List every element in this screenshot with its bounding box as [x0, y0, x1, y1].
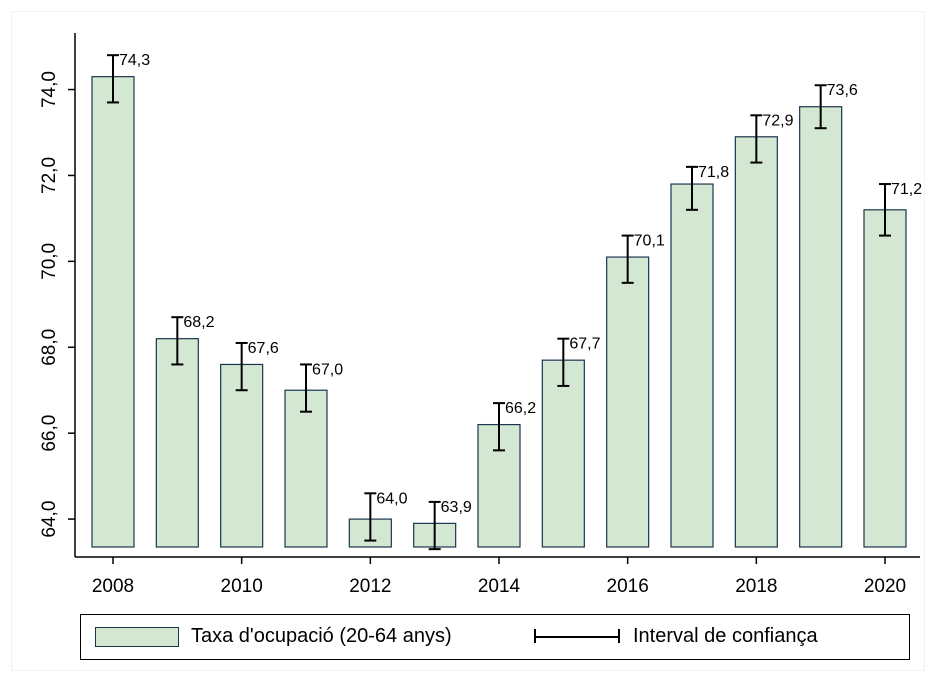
y-tick-label: 66,0: [39, 415, 60, 452]
data-label: 72,9: [762, 112, 793, 129]
data-label: 73,6: [827, 82, 858, 99]
data-label: 63,9: [441, 499, 472, 516]
error-bar: [107, 54, 119, 104]
error-bar: [557, 337, 570, 387]
data-label: 70,1: [634, 233, 665, 250]
data-label: 71,8: [698, 164, 729, 181]
error-bar: [364, 492, 377, 542]
x-tick-label: 2014: [478, 576, 521, 597]
error-bars: [107, 54, 891, 551]
axes: 64,0 66,0 68,0 70,0 72,0 74,0 2008 2010 2012 2014…: [39, 33, 920, 597]
error-bar: [879, 183, 891, 237]
error-bar: [814, 84, 827, 130]
data-label: 67,7: [569, 336, 600, 353]
x-tick-label: 2010: [221, 576, 263, 597]
legend-ci-label: Interval de confiança: [633, 625, 818, 647]
error-bar: [428, 500, 441, 551]
bar: [670, 183, 714, 548]
bar: [91, 76, 135, 548]
bar: [284, 389, 328, 548]
y-tick-label: 72,0: [39, 157, 60, 194]
legend-confidence-interval-icon: [534, 629, 620, 643]
bar: [863, 209, 907, 548]
x-tick-label: 2012: [349, 576, 391, 597]
bars: [91, 76, 907, 548]
x-tick-label: 2008: [92, 576, 134, 597]
y-tick-label: 64,0: [39, 501, 60, 538]
legend: Taxa d'ocupació (20-64 anys) Interval de…: [80, 614, 910, 660]
error-bar: [235, 341, 248, 392]
data-label: 74,3: [119, 52, 150, 69]
bar: [220, 363, 264, 548]
y-tick-label: 68,0: [39, 329, 60, 366]
legend-bar-label: Taxa d'ocupació (20-64 anys): [191, 625, 452, 647]
error-bar: [686, 165, 698, 211]
x-tick-label: 2018: [735, 576, 777, 597]
bar: [155, 338, 199, 548]
y-tick-label: 70,0: [39, 243, 60, 280]
y-tick-label: 74,0: [39, 71, 60, 108]
bar: [606, 256, 650, 548]
data-label: 66,2: [505, 400, 536, 417]
error-bar: [493, 402, 505, 452]
error-bar: [750, 114, 763, 164]
x-tick-label: 2020: [864, 576, 906, 597]
data-label: 67,0: [312, 361, 343, 378]
bar: [541, 359, 585, 548]
bar: [734, 136, 778, 548]
data-labels: 74,3 68,2 67,6 67,0 64,0 63,9 66,2 67,7 70,1 71,8…: [119, 52, 922, 516]
data-label: 71,2: [891, 181, 922, 198]
error-bar: [621, 234, 634, 284]
data-label: 64,0: [376, 490, 407, 507]
legend-bar-swatch: [95, 627, 179, 647]
error-bar: [171, 316, 184, 366]
error-bar: [300, 363, 312, 413]
data-label: 67,6: [248, 340, 279, 357]
data-label: 68,2: [183, 314, 214, 331]
x-tick-label: 2016: [607, 576, 649, 597]
bar: [799, 106, 843, 548]
